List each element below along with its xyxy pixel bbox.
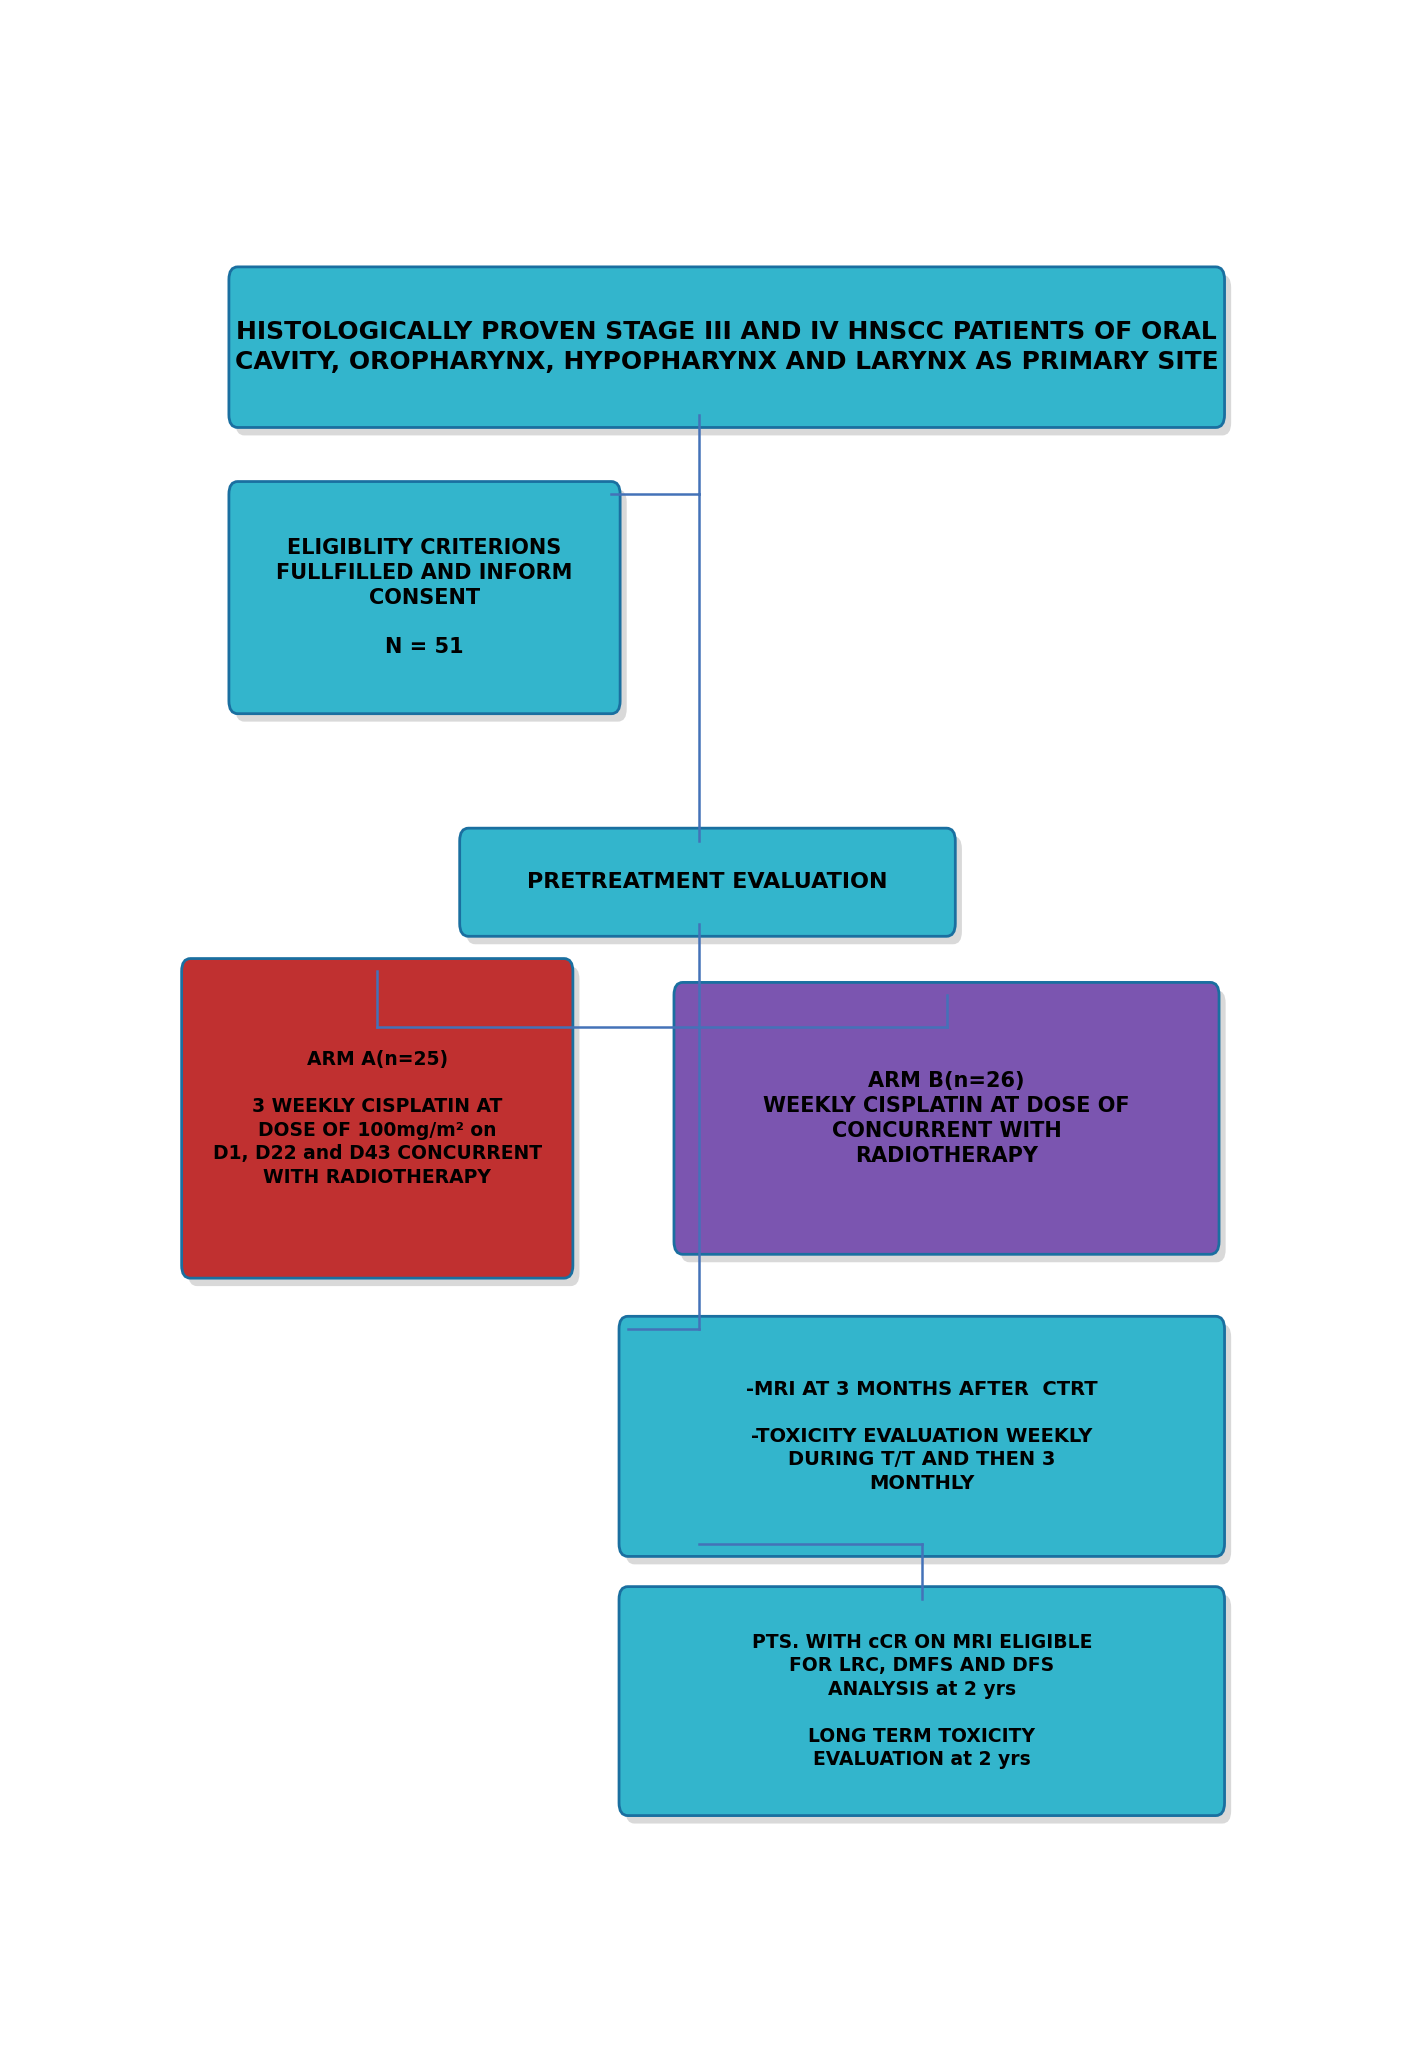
FancyBboxPatch shape bbox=[228, 266, 1225, 427]
FancyBboxPatch shape bbox=[620, 1315, 1225, 1557]
Text: HISTOLOGICALLY PROVEN STAGE III AND IV HNSCC PATIENTS OF ORAL
CAVITY, OROPHARYNX: HISTOLOGICALLY PROVEN STAGE III AND IV H… bbox=[235, 320, 1218, 374]
FancyBboxPatch shape bbox=[620, 1586, 1225, 1815]
Text: ARM A(n=25)

3 WEEKLY CISPLATIN AT
DOSE OF 100mg/m² on
D1, D22 and D43 CONCURREN: ARM A(n=25) 3 WEEKLY CISPLATIN AT DOSE O… bbox=[213, 1051, 542, 1187]
FancyBboxPatch shape bbox=[681, 991, 1225, 1262]
FancyBboxPatch shape bbox=[228, 481, 620, 714]
FancyBboxPatch shape bbox=[467, 836, 961, 944]
FancyBboxPatch shape bbox=[189, 966, 580, 1286]
FancyBboxPatch shape bbox=[459, 828, 956, 935]
FancyBboxPatch shape bbox=[674, 983, 1219, 1253]
FancyBboxPatch shape bbox=[182, 958, 573, 1278]
Text: ARM B(n=26)
WEEKLY CISPLATIN AT DOSE OF
CONCURRENT WITH
RADIOTHERAPY: ARM B(n=26) WEEKLY CISPLATIN AT DOSE OF … bbox=[763, 1072, 1130, 1165]
Text: -MRI AT 3 MONTHS AFTER  CTRT

-TOXICITY EVALUATION WEEKLY
DURING T/T AND THEN 3
: -MRI AT 3 MONTHS AFTER CTRT -TOXICITY EV… bbox=[746, 1379, 1098, 1493]
FancyBboxPatch shape bbox=[235, 489, 627, 721]
Text: PTS. WITH cCR ON MRI ELIGIBLE
FOR LRC, DMFS AND DFS
ANALYSIS at 2 yrs

LONG TERM: PTS. WITH cCR ON MRI ELIGIBLE FOR LRC, D… bbox=[752, 1633, 1092, 1770]
FancyBboxPatch shape bbox=[625, 1594, 1231, 1823]
Text: PRETREATMENT EVALUATION: PRETREATMENT EVALUATION bbox=[527, 871, 888, 892]
FancyBboxPatch shape bbox=[625, 1324, 1231, 1565]
FancyBboxPatch shape bbox=[235, 275, 1231, 436]
Text: ELIGIBLITY CRITERIONS
FULLFILLED AND INFORM
CONSENT

N = 51: ELIGIBLITY CRITERIONS FULLFILLED AND INF… bbox=[277, 539, 573, 657]
